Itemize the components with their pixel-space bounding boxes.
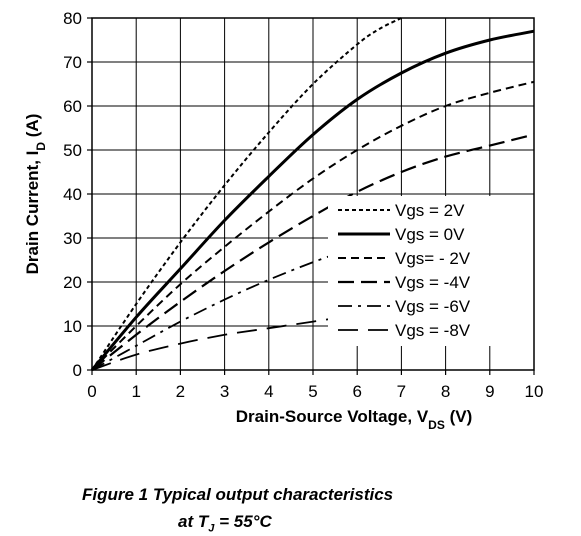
- x-tick-label: 3: [220, 382, 229, 401]
- x-tick-label: 9: [485, 382, 494, 401]
- y-tick-label: 60: [63, 97, 82, 116]
- y-tick-label: 70: [63, 53, 82, 72]
- x-tick-label: 1: [131, 382, 140, 401]
- legend-background: [328, 196, 534, 346]
- figure-caption-title: Figure 1 Typical output characteristics: [82, 485, 394, 504]
- axis-ticks: 0 1 2 3 4 5 6 7 8 9 10 0 10 20 30 40 50 60 70 80: [63, 9, 543, 401]
- caption-prefix: at T: [178, 512, 209, 531]
- legend-label-5: Vgs = -8V: [395, 321, 471, 340]
- x-tick-label: 8: [441, 382, 450, 401]
- x-axis-title: Drain-Source Voltage, VDS (V): [236, 407, 472, 432]
- y-tick-label: 10: [63, 317, 82, 336]
- series-line-1: [90, 29, 535, 371]
- y-tick-label: 20: [63, 273, 82, 292]
- x-tick-label: 2: [176, 382, 185, 401]
- x-tick-label: 6: [352, 382, 361, 401]
- grid: [92, 18, 534, 370]
- y-tick-label: 0: [73, 361, 82, 380]
- legend-label-0: Vgs = 2V: [395, 201, 465, 220]
- series-line-2: [91, 80, 535, 371]
- y-axis-title: Drain Current, ID (A): [23, 114, 48, 275]
- x-tick-label: 7: [397, 382, 406, 401]
- legend-label-1: Vgs = 0V: [395, 225, 465, 244]
- series-line-3: [91, 133, 535, 371]
- y-tick-label: 30: [63, 229, 82, 248]
- legend: Vgs = 2V Vgs = 0V Vgs= - 2V Vgs = -4V Vgs = …: [338, 201, 471, 340]
- x-tick-label: 10: [525, 382, 544, 401]
- x-tick-label: 4: [264, 382, 273, 401]
- y-tick-label: 50: [63, 141, 82, 160]
- x-tick-label: 5: [308, 382, 317, 401]
- caption-subscript: J: [208, 522, 215, 535]
- y-tick-label: 40: [63, 185, 82, 204]
- legend-label-2: Vgs= - 2V: [395, 249, 471, 268]
- legend-label-4: Vgs = -6V: [395, 297, 471, 316]
- x-tick-label: 0: [87, 382, 96, 401]
- legend-label-3: Vgs = -4V: [395, 273, 471, 292]
- caption-suffix: = 55°C: [214, 512, 272, 531]
- chart: Vgs = 2V Vgs = 0V Vgs= - 2V Vgs = -4V Vgs = …: [23, 9, 543, 432]
- y-tick-label: 80: [63, 9, 82, 28]
- figure-caption-condition: at TJ = 55°C: [178, 512, 581, 534]
